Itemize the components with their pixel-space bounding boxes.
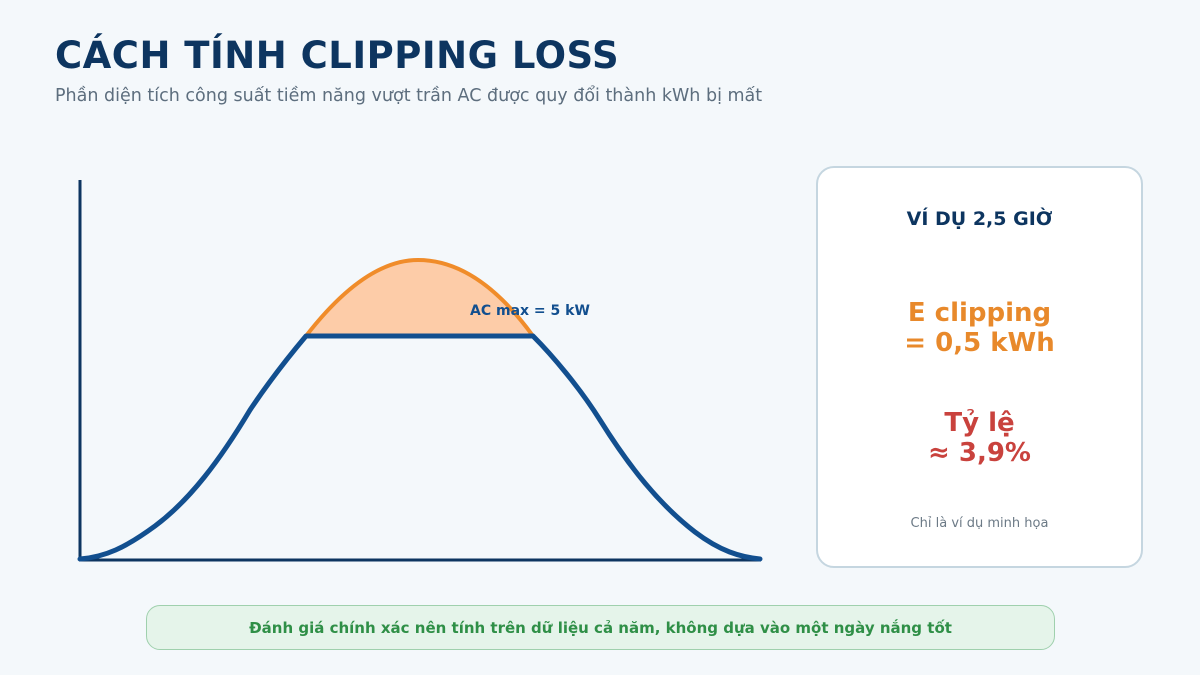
clipping-energy-amount: = 0,5 kWh — [904, 328, 1055, 358]
page-subtitle: Phần diện tích công suất tiềm năng vượt … — [55, 86, 763, 106]
clipping-ratio-value: Tỷ lệ ≈ 3,9% — [818, 408, 1141, 468]
inverter-output-curve — [77, 333, 763, 562]
clipped-power-curve — [304, 257, 535, 338]
ac-max-label: AC max = 5 kW — [470, 303, 590, 319]
clipping-energy-value: E clipping = 0,5 kWh — [818, 298, 1141, 358]
example-card: VÍ DỤ 2,5 GIỜ E clipping = 0,5 kWh Tỷ lệ… — [816, 166, 1143, 568]
clipping-ratio-label: Tỷ lệ — [944, 408, 1015, 438]
example-card-note: Chỉ là ví dụ minh họa — [910, 516, 1049, 531]
clipping-ratio-amount: ≈ 3,9% — [928, 438, 1031, 468]
clipping-diagram: AC max = 5 kW — [77, 180, 763, 562]
page-title: CÁCH TÍNH CLIPPING LOSS — [55, 34, 620, 77]
advice-banner: Đánh giá chính xác nên tính trên dữ liệu… — [146, 605, 1055, 650]
clipping-energy-label: E clipping — [907, 298, 1052, 328]
example-card-title: VÍ DỤ 2,5 GIỜ — [906, 208, 1053, 230]
